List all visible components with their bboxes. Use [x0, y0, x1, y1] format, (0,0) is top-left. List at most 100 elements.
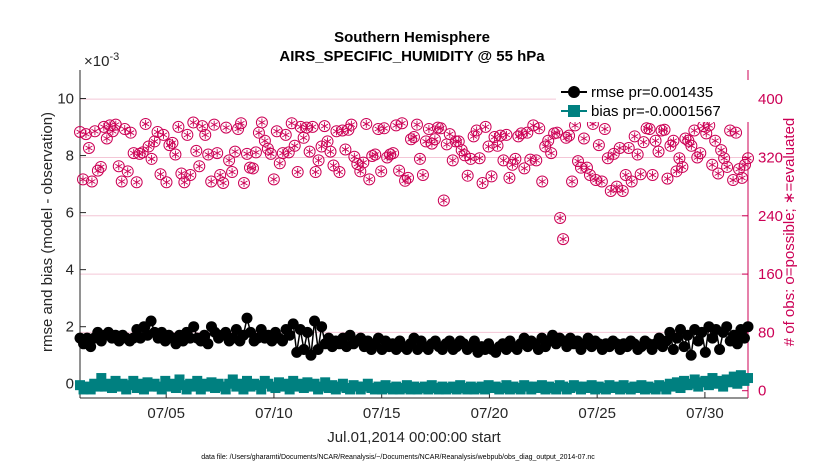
bias-point [138, 384, 149, 395]
obs-possible-marker [539, 140, 552, 153]
obs-possible-marker [509, 152, 522, 165]
obs-point [521, 126, 534, 139]
obs-possible-marker [428, 133, 441, 146]
obs-point [434, 122, 447, 135]
obs-point [375, 165, 388, 178]
obs-evaluated-marker [347, 122, 356, 128]
bias-point [188, 381, 199, 392]
obs-point [241, 147, 253, 160]
obs-possible-marker [479, 120, 492, 133]
obs-possible-marker [670, 165, 683, 178]
obs-point [545, 147, 558, 160]
obs-possible-marker [339, 143, 352, 156]
obs-evaluated-marker [362, 121, 370, 127]
obs-evaluated-marker [288, 120, 296, 126]
obs-possible-marker [679, 132, 692, 145]
obs-evaluated-marker [311, 169, 320, 175]
obs-point [157, 128, 170, 141]
obs-possible-marker [673, 152, 686, 165]
obs-possible-marker [545, 147, 558, 160]
obs-evaluated-marker [222, 125, 230, 130]
obs-possible-marker [551, 126, 564, 139]
obs-possible-marker [742, 152, 754, 165]
obs-evaluated-marker [258, 120, 266, 125]
obs-evaluated-marker [437, 125, 445, 131]
obs-possible-marker [405, 133, 418, 146]
obs-possible-marker [736, 171, 749, 184]
obs-possible-marker [422, 123, 435, 136]
obs-point [491, 139, 504, 152]
y-axis-right-label: # of obs: o=possible; ∗=evaluated [781, 118, 798, 347]
obs-evaluated-marker [505, 175, 514, 181]
obs-evaluated-marker [389, 150, 397, 156]
obs-evaluated-marker [616, 145, 624, 151]
obs-point [258, 134, 271, 147]
obs-point [452, 135, 465, 148]
obs-point [589, 174, 602, 187]
obs-point [619, 168, 632, 181]
x-tick-label: 07/15 [363, 405, 401, 422]
obs-evaluated-marker [144, 144, 153, 149]
obs-point [124, 126, 137, 139]
obs-possible-marker [712, 167, 725, 180]
obs-evaluated-marker [544, 138, 552, 144]
obs-point [742, 152, 754, 165]
obs-possible-marker [279, 128, 292, 141]
obs-evaluated-marker [660, 127, 669, 133]
obs-possible-marker [106, 125, 119, 138]
obs-evaluated-marker [511, 156, 520, 162]
obs-point [458, 149, 471, 162]
obs-evaluated-marker [717, 147, 725, 153]
legend-bias-marker [568, 105, 580, 117]
obs-point [324, 145, 337, 158]
bias-point [298, 383, 309, 394]
bias-point [128, 375, 139, 386]
bias-point [110, 375, 121, 386]
obs-evaluated-marker [475, 155, 484, 161]
rmse-point [667, 344, 679, 356]
obs-possible-marker [163, 139, 176, 152]
obs-possible-marker [416, 168, 429, 181]
obs-point [670, 165, 683, 178]
obs-possible-marker [533, 122, 546, 135]
bias-point [227, 374, 238, 385]
obs-point [303, 145, 316, 158]
obs-evaluated-marker [329, 163, 338, 168]
obs-possible-marker [530, 154, 543, 167]
obs-evaluated-marker [338, 128, 347, 133]
obs-evaluated-marker [335, 169, 344, 175]
obs-possible-marker [563, 129, 576, 142]
obs-evaluated-marker [195, 163, 203, 169]
obs-evaluated-marker [687, 143, 696, 149]
obs-possible-marker [402, 171, 415, 184]
obs-evaluated-marker [252, 149, 260, 155]
obs-evaluated-marker [726, 128, 734, 133]
bias-point [174, 374, 185, 385]
obs-possible-marker [467, 130, 480, 143]
obs-point [145, 152, 158, 165]
obs-possible-marker [488, 131, 501, 144]
obs-point [396, 117, 409, 130]
obs-possible-marker [506, 158, 519, 171]
obs-evaluated-marker [416, 156, 424, 162]
obs-possible-marker [74, 125, 86, 138]
obs-evaluated-marker [299, 135, 308, 141]
obs-evaluated-marker [249, 166, 257, 171]
obs-point [211, 147, 224, 160]
legend-rmse-label: rmse pr=0.001435 [591, 84, 713, 101]
rmse-point [706, 332, 718, 344]
obs-possible-marker [452, 135, 465, 148]
obs-evaluated-marker [481, 124, 490, 130]
obs-possible-marker [118, 123, 131, 136]
obs-possible-marker [601, 152, 614, 165]
obs-possible-marker [733, 163, 746, 176]
rmse-point [714, 344, 726, 356]
obs-point [598, 123, 611, 136]
obs-possible-marker [572, 155, 585, 168]
obs-possible-marker [721, 160, 734, 173]
obs-point [595, 175, 608, 188]
obs-evaluated-marker [645, 126, 654, 132]
obs-possible-marker [482, 140, 495, 153]
obs-possible-marker [521, 126, 534, 139]
bias-point [270, 383, 281, 394]
